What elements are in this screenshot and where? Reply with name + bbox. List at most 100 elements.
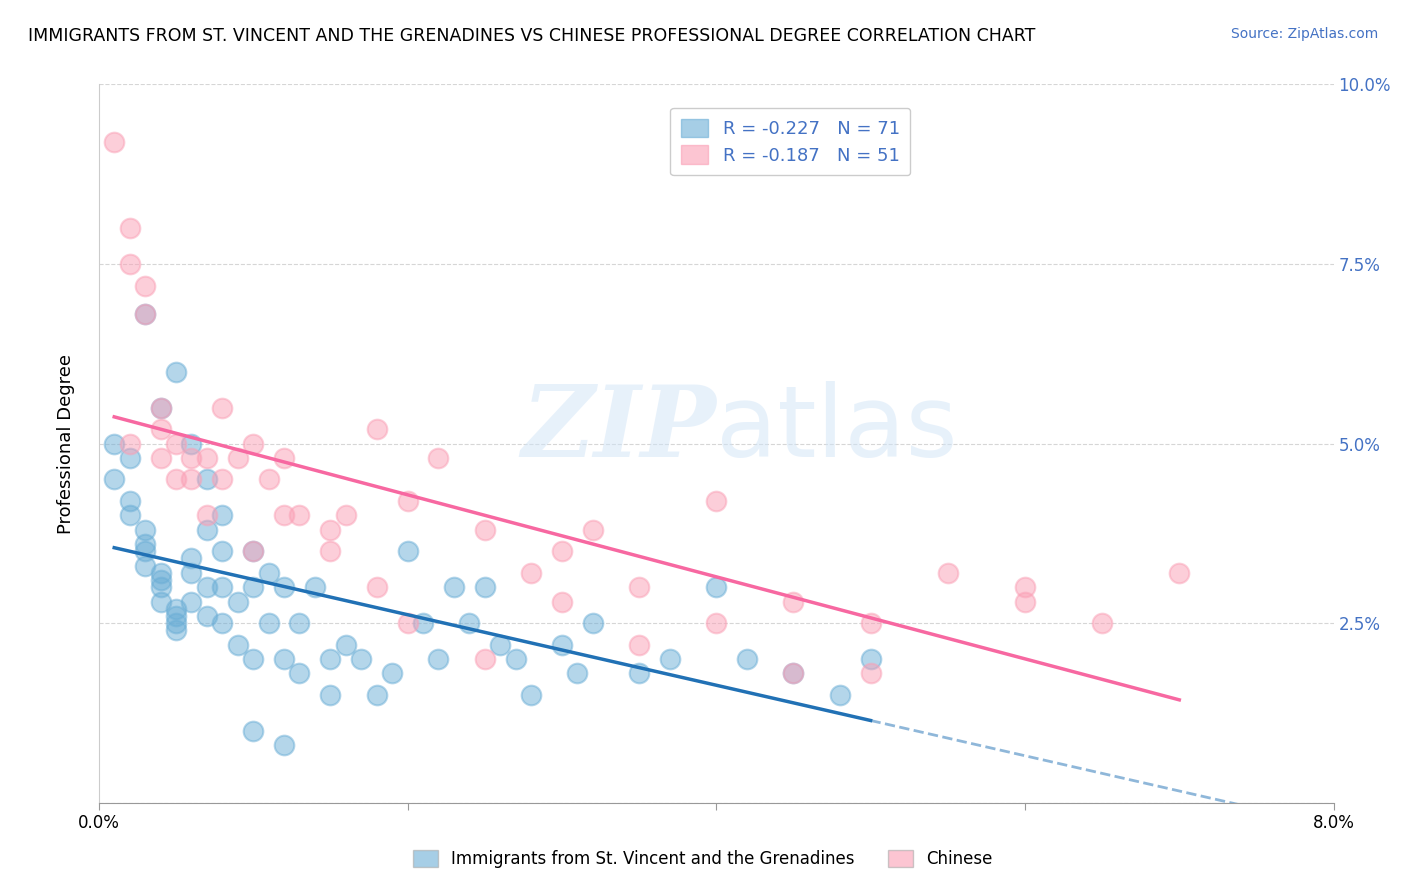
Point <box>288 666 311 681</box>
Point <box>195 608 218 623</box>
Point <box>782 666 804 681</box>
Point <box>149 573 172 587</box>
Point <box>103 135 125 149</box>
Point <box>180 472 202 486</box>
Point <box>149 401 172 415</box>
Point <box>458 615 481 630</box>
Point <box>273 580 295 594</box>
Point <box>149 450 172 465</box>
Point <box>396 615 419 630</box>
Point <box>704 615 727 630</box>
Point <box>505 652 527 666</box>
Point <box>628 638 651 652</box>
Point <box>211 615 233 630</box>
Point <box>366 688 388 702</box>
Point <box>134 307 156 321</box>
Point <box>782 594 804 608</box>
Legend: R = -0.227   N = 71, R = -0.187   N = 51: R = -0.227 N = 71, R = -0.187 N = 51 <box>671 108 911 176</box>
Y-axis label: Professional Degree: Professional Degree <box>58 353 75 533</box>
Point <box>474 652 496 666</box>
Point <box>242 652 264 666</box>
Point <box>257 566 280 580</box>
Point <box>859 666 882 681</box>
Point <box>180 450 202 465</box>
Point <box>859 615 882 630</box>
Point <box>319 523 342 537</box>
Point <box>226 450 249 465</box>
Point <box>118 221 141 235</box>
Point <box>257 472 280 486</box>
Point <box>1168 566 1191 580</box>
Point <box>474 580 496 594</box>
Point <box>859 652 882 666</box>
Point <box>335 508 357 523</box>
Point <box>551 544 574 558</box>
Point <box>226 594 249 608</box>
Point <box>273 738 295 752</box>
Point <box>273 652 295 666</box>
Point <box>828 688 851 702</box>
Point <box>165 365 187 379</box>
Point <box>103 472 125 486</box>
Point <box>520 566 543 580</box>
Point <box>103 436 125 450</box>
Point <box>226 638 249 652</box>
Point <box>704 494 727 508</box>
Point <box>149 566 172 580</box>
Point <box>195 580 218 594</box>
Point <box>628 666 651 681</box>
Point <box>582 615 605 630</box>
Point <box>273 508 295 523</box>
Point <box>165 472 187 486</box>
Point <box>242 544 264 558</box>
Point <box>149 580 172 594</box>
Point <box>165 608 187 623</box>
Point <box>288 508 311 523</box>
Point <box>195 472 218 486</box>
Legend: Immigrants from St. Vincent and the Grenadines, Chinese: Immigrants from St. Vincent and the Gren… <box>406 843 1000 875</box>
Point <box>211 508 233 523</box>
Point <box>242 436 264 450</box>
Point <box>165 436 187 450</box>
Point <box>551 638 574 652</box>
Point <box>149 422 172 436</box>
Point <box>474 523 496 537</box>
Point <box>443 580 465 594</box>
Point <box>180 551 202 566</box>
Point <box>319 544 342 558</box>
Point <box>1014 594 1036 608</box>
Text: IMMIGRANTS FROM ST. VINCENT AND THE GRENADINES VS CHINESE PROFESSIONAL DEGREE CO: IMMIGRANTS FROM ST. VINCENT AND THE GREN… <box>28 27 1035 45</box>
Point <box>165 624 187 638</box>
Point <box>211 580 233 594</box>
Point <box>180 436 202 450</box>
Point <box>628 580 651 594</box>
Point <box>118 508 141 523</box>
Point <box>242 580 264 594</box>
Point <box>1091 615 1114 630</box>
Point <box>366 580 388 594</box>
Point <box>735 652 758 666</box>
Point <box>489 638 512 652</box>
Point <box>118 436 141 450</box>
Text: Source: ZipAtlas.com: Source: ZipAtlas.com <box>1230 27 1378 41</box>
Point <box>134 523 156 537</box>
Point <box>118 450 141 465</box>
Point <box>288 615 311 630</box>
Point <box>396 494 419 508</box>
Point <box>149 401 172 415</box>
Point <box>180 594 202 608</box>
Point <box>180 566 202 580</box>
Point <box>936 566 959 580</box>
Point <box>427 652 450 666</box>
Point <box>582 523 605 537</box>
Point <box>257 615 280 630</box>
Point <box>412 615 434 630</box>
Point <box>149 594 172 608</box>
Point <box>520 688 543 702</box>
Point <box>195 523 218 537</box>
Point <box>211 401 233 415</box>
Point <box>195 450 218 465</box>
Point <box>134 558 156 573</box>
Point <box>396 544 419 558</box>
Point <box>134 544 156 558</box>
